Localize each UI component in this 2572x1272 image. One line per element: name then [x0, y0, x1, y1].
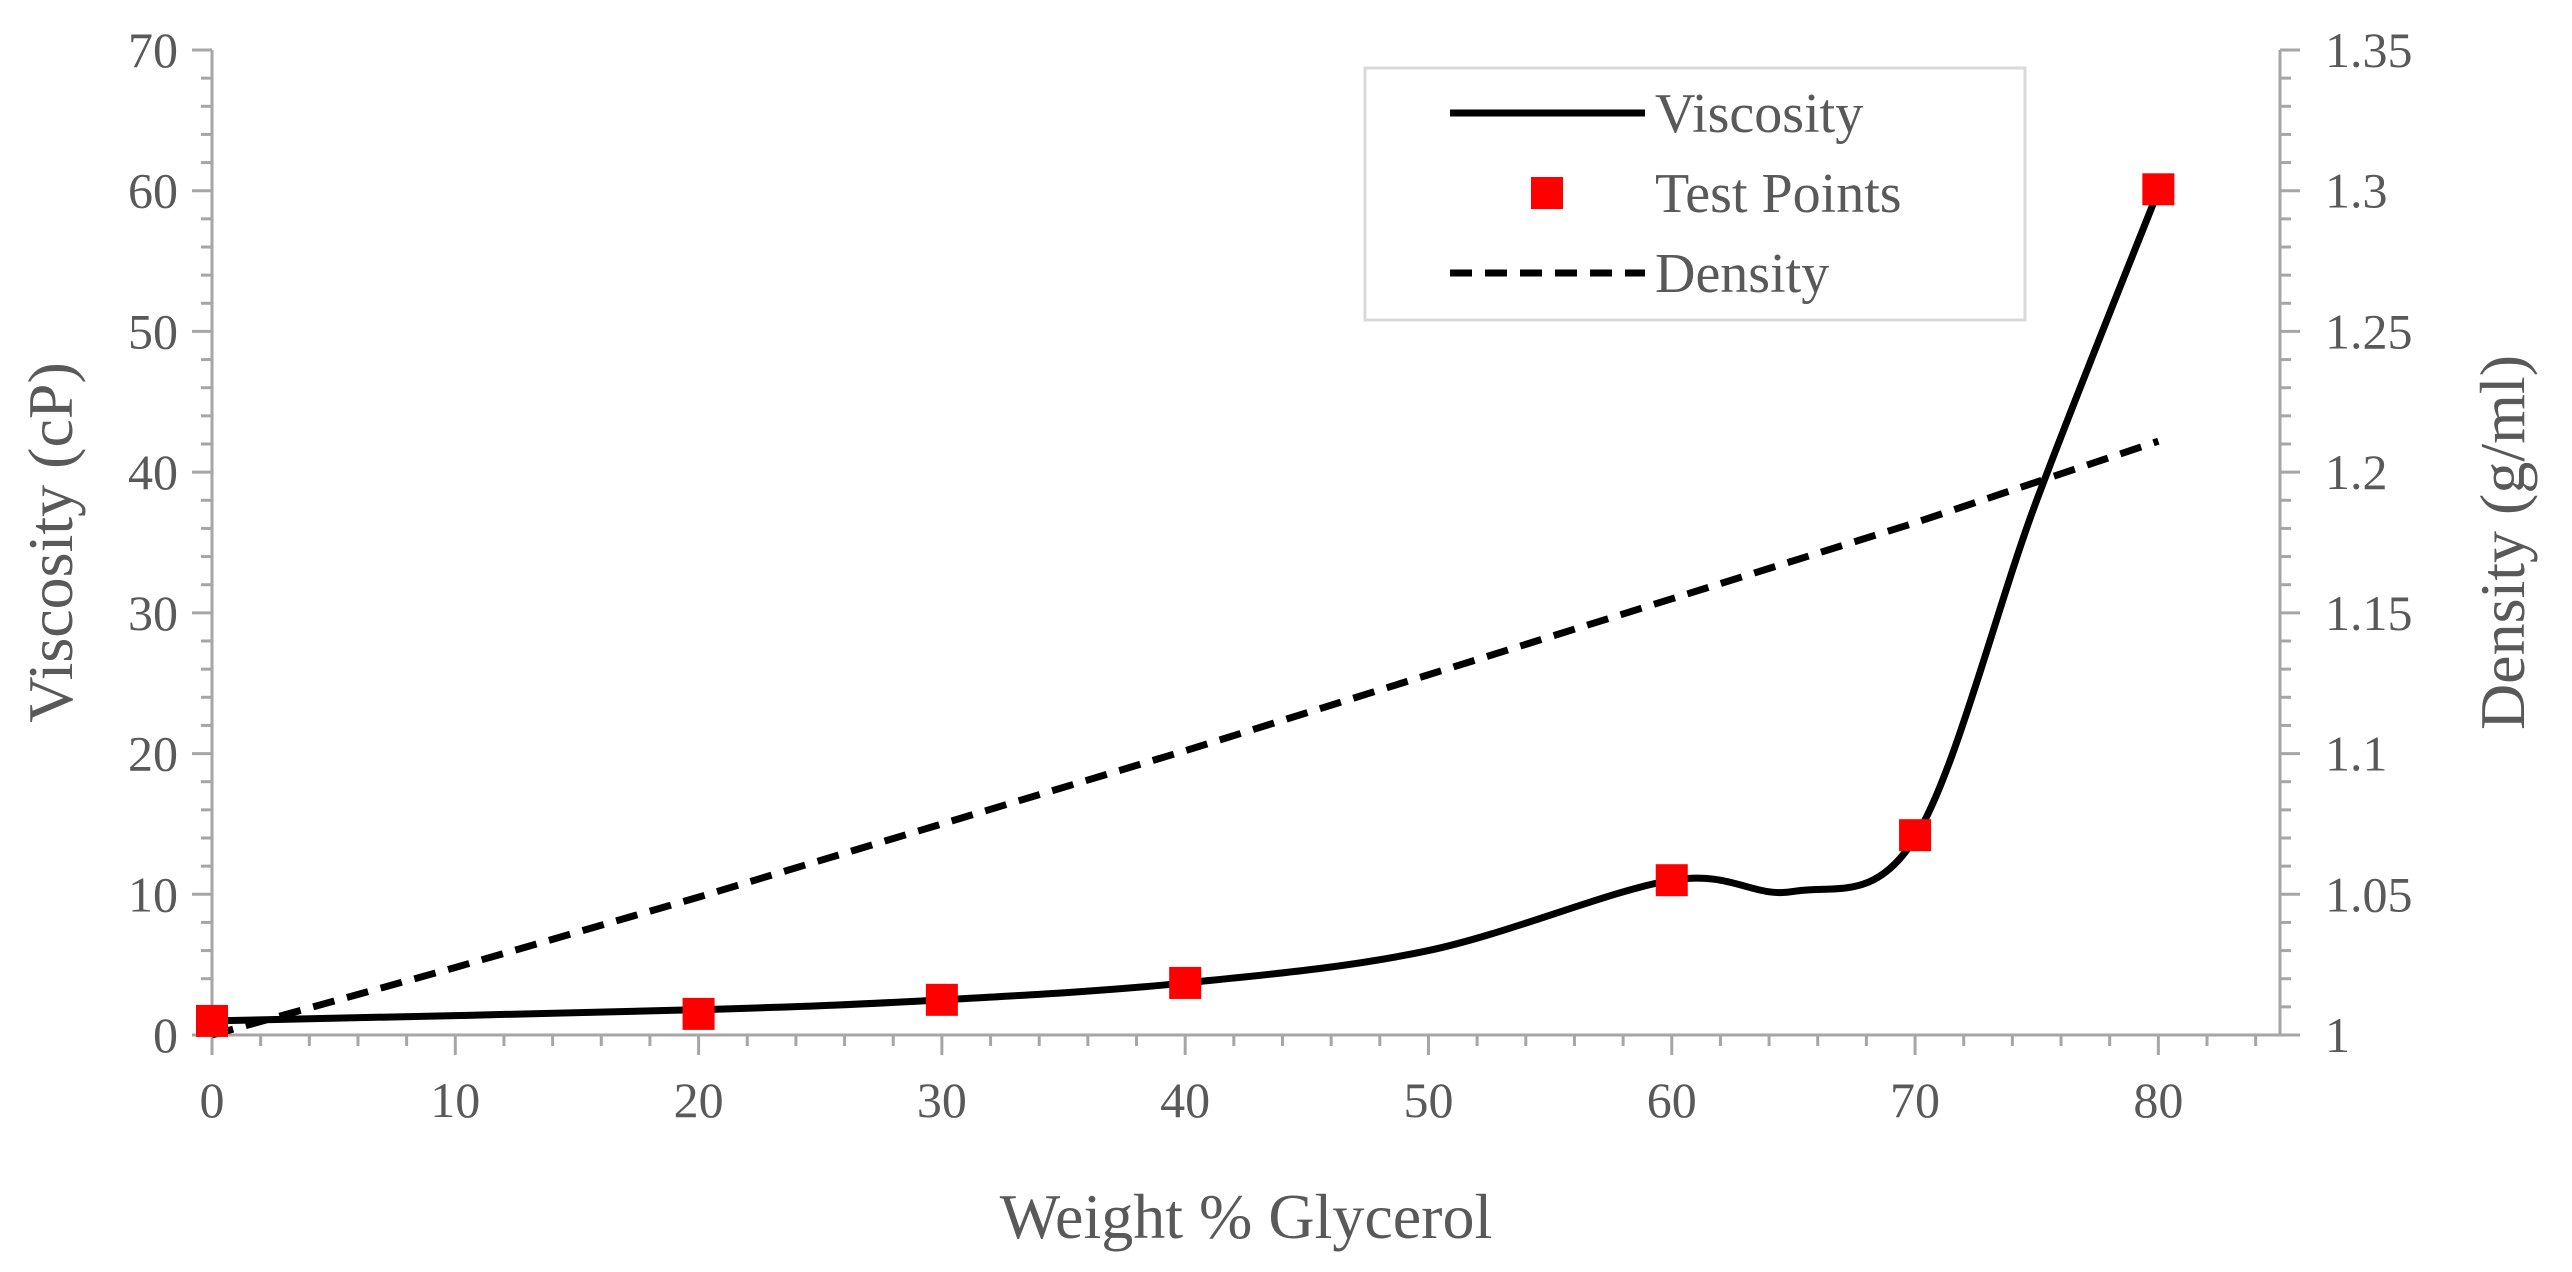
test-point-marker: [2142, 173, 2175, 206]
x-tick-label: 70: [1890, 1072, 1940, 1128]
test-point-marker: [1169, 966, 1202, 999]
y-axis-title: Viscosity (cP): [15, 362, 86, 723]
legend: Viscosity Test Points Density: [1363, 66, 2027, 322]
legend-label: Density: [1655, 243, 1829, 305]
x-tick-label: 0: [200, 1072, 225, 1128]
y2-tick-label: 1.15: [2325, 585, 2413, 641]
y-tick-label: 40: [128, 444, 178, 500]
test-point-marker: [925, 983, 958, 1016]
x-tick-label: 50: [1403, 1072, 1453, 1128]
axes: 0 10 20 30 40 50 60 70 80 0 10 20 30 40 50 60 70 1 1.05 1.1…: [15, 22, 2538, 1252]
x-tick-label: 20: [674, 1072, 724, 1128]
y-tick-label: 0: [153, 1007, 178, 1063]
y-tick-label: 60: [128, 163, 178, 219]
y2-tick-label: 1: [2325, 1007, 2350, 1063]
density-line: [211, 437, 2160, 1039]
y-tick-label: 10: [128, 866, 178, 922]
x-tick-label: 30: [917, 1072, 967, 1128]
y2-tick-label: 1.25: [2325, 303, 2413, 359]
test-point-marker: [1899, 819, 1932, 852]
y-tick-label: 30: [128, 585, 178, 641]
legend-swatch-test-points: [1531, 177, 1563, 209]
y2-tick-label: 1.05: [2325, 866, 2413, 922]
legend-label: Viscosity: [1655, 83, 1863, 145]
y2-tick-label: 1.35: [2325, 22, 2413, 78]
test-point-marker: [1655, 864, 1688, 897]
y2-tick-label: 1.3: [2325, 163, 2388, 219]
x-tick-label: 40: [1160, 1072, 1210, 1128]
x-tick-label: 60: [1647, 1072, 1697, 1128]
x-tick-label: 10: [430, 1072, 480, 1128]
x-tick-label: 80: [2133, 1072, 2183, 1128]
y2-tick-label: 1.1: [2325, 726, 2388, 782]
test-point-marker: [196, 1004, 228, 1037]
y2-tick-label: 1.2: [2325, 444, 2388, 500]
series-layer: [196, 173, 2175, 1039]
y2-axis-title: Density (g/ml): [2467, 355, 2538, 730]
y-tick-label: 70: [128, 22, 178, 78]
y-tick-label: 50: [128, 303, 178, 359]
viscosity-line: [208, 187, 2162, 1025]
legend-label: Test Points: [1655, 163, 1902, 225]
y-tick-label: 20: [128, 726, 178, 782]
x-axis-title: Weight % Glycerol: [1000, 1181, 1492, 1252]
test-point-marker: [682, 997, 715, 1030]
